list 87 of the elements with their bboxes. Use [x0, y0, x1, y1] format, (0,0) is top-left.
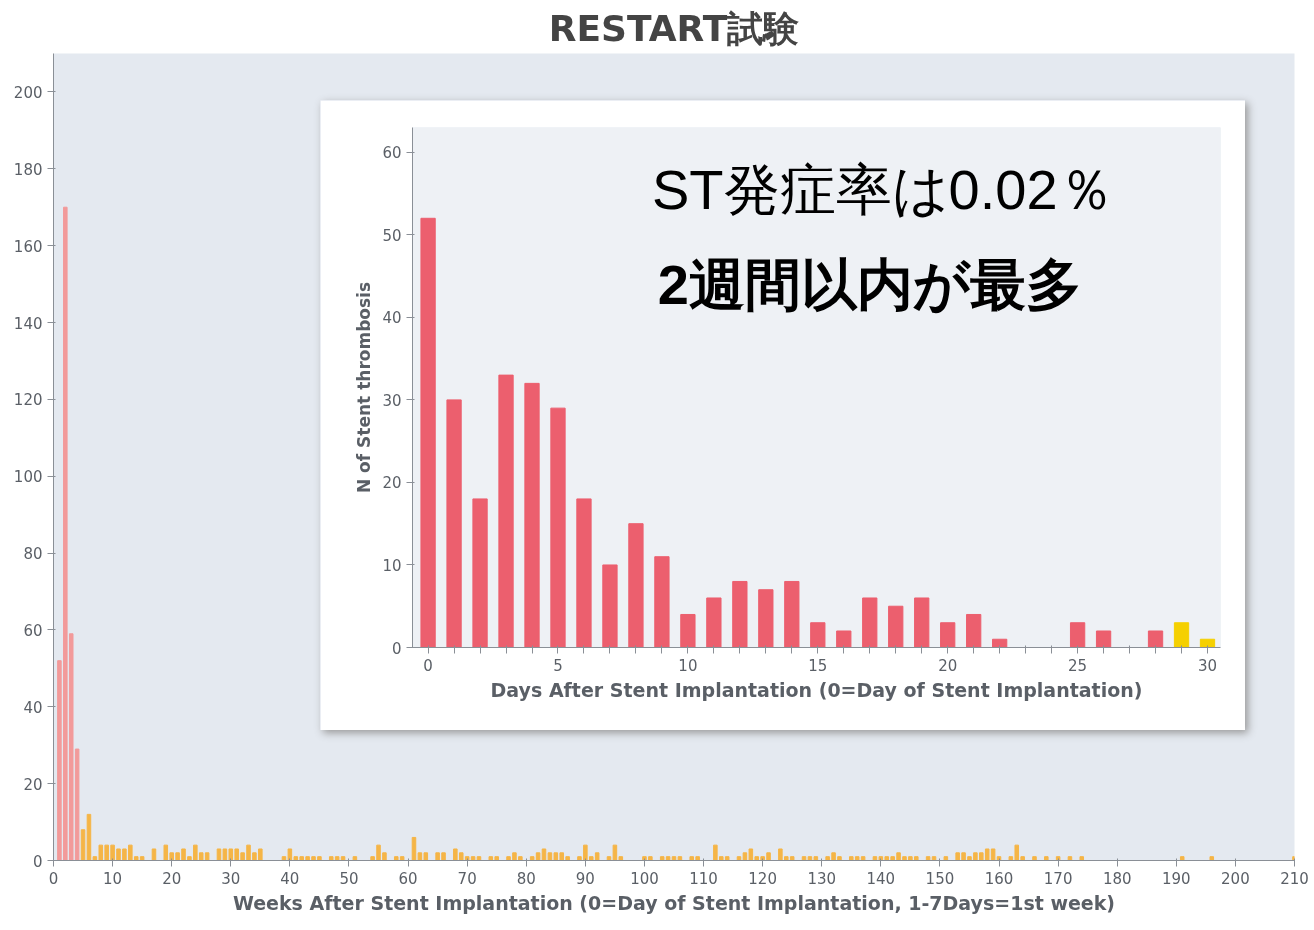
bar [654, 556, 670, 648]
bar [628, 523, 644, 648]
bar [732, 580, 748, 648]
bar [1032, 856, 1037, 861]
y-tick-label: 120 [13, 391, 43, 410]
x-tick-label: 30 [1197, 656, 1218, 675]
x-tick-label: 90 [575, 869, 595, 888]
bar [420, 217, 436, 648]
y-tick-label: 50 [382, 226, 402, 245]
bar [498, 374, 514, 648]
y-tick-label: 20 [382, 474, 402, 493]
x-tick-label: 160 [984, 869, 1014, 888]
x-tick-label: 10 [678, 656, 698, 675]
y-tick-label: 200 [13, 83, 43, 102]
x-tick-label: 15 [808, 656, 828, 675]
y-tick-label: 10 [382, 556, 402, 575]
y-tick-label: 20 [23, 775, 43, 794]
x-tick-label: 100 [630, 869, 659, 888]
y-tick-label: 140 [13, 314, 43, 333]
x-tick-label: 110 [689, 869, 718, 888]
x-tick-label: 30 [221, 869, 241, 888]
bar [706, 597, 722, 648]
y-tick-label: 0 [32, 852, 43, 871]
bar [524, 382, 540, 648]
chart-title: RESTART試験 [548, 7, 800, 49]
x-tick-label: 60 [398, 869, 418, 888]
y-tick-label: 80 [23, 545, 43, 564]
x-tick-label: 150 [925, 869, 955, 888]
bar [446, 399, 462, 648]
bar [602, 564, 618, 648]
bar [472, 498, 488, 648]
bar [1209, 856, 1215, 861]
x-tick-label: 120 [748, 869, 777, 888]
y-axis-title: N of Stent thrombosis [354, 281, 375, 494]
bar [680, 613, 696, 648]
x-tick-label: 80 [516, 869, 536, 888]
x-tick-label: 210 [1280, 869, 1309, 888]
y-tick-label: 40 [23, 698, 43, 717]
bar [1069, 622, 1086, 648]
bar [1173, 622, 1190, 648]
x-tick-label: 200 [1221, 869, 1250, 888]
bar [352, 856, 358, 861]
bar [836, 630, 852, 648]
y-tick-label: 100 [13, 468, 43, 487]
bar [940, 622, 956, 648]
bar [1079, 856, 1085, 861]
annotation: 2週間以内が最多 [657, 252, 1082, 316]
bar [758, 589, 774, 648]
bar [784, 580, 800, 648]
y-tick-label: 40 [382, 309, 402, 328]
bar [862, 597, 878, 648]
y-tick-label: 180 [13, 160, 43, 179]
x-tick-label: 20 [938, 656, 958, 675]
x-tick-label: 130 [807, 869, 837, 888]
x-tick-label: 70 [457, 869, 477, 888]
x-tick-label: 10 [103, 869, 123, 888]
bar [810, 622, 826, 648]
x-axis-title: Days After Stent Implantation (0=Day of Stent Implantation) [490, 678, 1143, 701]
y-tick-label: 160 [13, 237, 43, 256]
y-tick-label: 0 [391, 639, 402, 658]
x-tick-label: 0 [423, 656, 433, 675]
x-axis-title: Weeks After Stent Implantation (0=Day of Stent Implantation, 1-7Days=1st week) [232, 891, 1116, 914]
bar [943, 856, 949, 861]
x-tick-label: 0 [48, 869, 59, 888]
bar [1147, 630, 1164, 648]
y-tick-label: 60 [23, 621, 43, 640]
bar [966, 613, 982, 648]
bar [1095, 630, 1112, 648]
x-tick-label: 25 [1068, 656, 1088, 675]
x-tick-label: 5 [553, 656, 563, 675]
bar [550, 407, 566, 648]
bar [888, 605, 904, 648]
y-tick-label: 30 [382, 391, 402, 410]
x-tick-label: 170 [1043, 869, 1073, 888]
x-tick-label: 180 [1102, 869, 1132, 888]
x-tick-label: 190 [1161, 869, 1191, 888]
bar [1179, 856, 1185, 861]
x-tick-label: 140 [866, 869, 896, 888]
y-tick-label: 60 [382, 144, 402, 163]
bar [914, 597, 930, 648]
annotation: ST発症率は0.02％ [651, 157, 1114, 221]
bar [1044, 856, 1049, 861]
bar [576, 498, 592, 648]
x-tick-label: 50 [339, 869, 359, 888]
bar [1055, 856, 1061, 861]
x-tick-label: 40 [280, 869, 300, 888]
x-tick-label: 20 [162, 869, 182, 888]
